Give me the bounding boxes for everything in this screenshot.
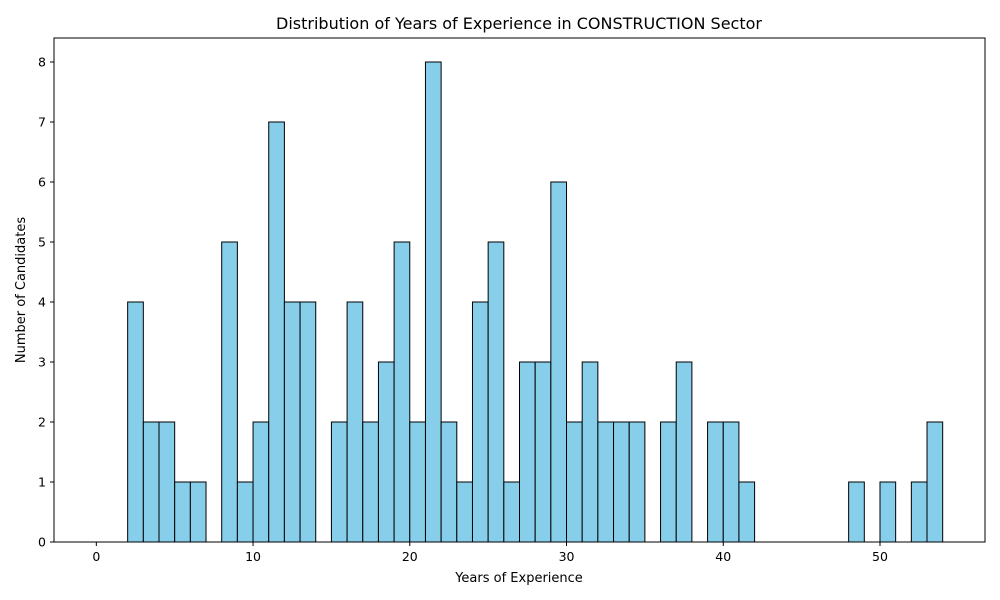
histogram-bar — [566, 421, 583, 543]
histogram-bar — [393, 241, 411, 543]
histogram-bar — [503, 481, 520, 543]
histogram-bar — [597, 421, 615, 543]
histogram-bar — [440, 421, 458, 543]
x-axis: 0 10 20 30 40 50 — [92, 542, 888, 564]
y-tick-label: 4 — [38, 295, 46, 310]
histogram-bar — [142, 421, 160, 543]
x-tick-label: 10 — [245, 549, 261, 564]
histogram-bar — [189, 481, 207, 543]
y-tick-label: 0 — [38, 535, 46, 550]
y-tick-label: 8 — [38, 55, 46, 70]
histogram-bar — [910, 481, 928, 543]
x-tick-label: 0 — [92, 549, 100, 564]
histogram-bar — [550, 181, 568, 543]
histogram-bar — [879, 481, 897, 543]
histogram-bar — [487, 241, 505, 543]
x-tick-label: 40 — [715, 549, 731, 564]
histogram-bar — [722, 421, 740, 543]
histogram-bar — [926, 421, 944, 543]
histogram-bar — [127, 301, 144, 543]
plot-area — [127, 61, 944, 543]
histogram-bar — [252, 421, 270, 543]
histogram-bar — [534, 361, 552, 543]
histogram-bar — [848, 481, 865, 543]
y-tick-label: 7 — [38, 115, 46, 130]
histogram-bar — [283, 301, 301, 543]
histogram-bar — [675, 361, 693, 543]
histogram-bar — [660, 421, 677, 543]
x-axis-label: Years of Experience — [454, 571, 583, 586]
histogram-bar — [221, 241, 238, 543]
histogram-bar — [707, 421, 724, 543]
x-tick-label: 50 — [872, 549, 888, 564]
histogram-bar — [362, 421, 379, 543]
chart-title: Distribution of Years of Experience in C… — [276, 14, 762, 33]
y-tick-label: 6 — [38, 175, 46, 190]
x-tick-label: 30 — [559, 549, 575, 564]
histogram-bar — [377, 361, 395, 543]
histogram-bar — [519, 361, 536, 543]
plot-frame — [53, 37, 986, 543]
histogram-bar — [236, 481, 254, 543]
y-tick-label: 1 — [38, 475, 46, 490]
histogram-bar — [581, 361, 599, 543]
y-tick-label: 3 — [38, 355, 46, 370]
histogram-bar — [738, 481, 756, 543]
histogram-bar — [456, 481, 473, 543]
histogram-bar — [174, 481, 191, 543]
x-tick-label: 20 — [402, 549, 418, 564]
histogram-bar — [409, 421, 426, 543]
y-axis-label: Number of Candidates — [14, 217, 29, 363]
histogram-bar — [158, 421, 176, 543]
histogram-bar — [471, 301, 489, 543]
histogram-bar — [268, 121, 285, 543]
y-axis: 0 1 2 3 4 5 6 7 8 — [38, 55, 54, 550]
histogram-bar — [628, 421, 646, 543]
histogram-bar — [330, 421, 348, 543]
histogram-bar — [613, 421, 630, 543]
histogram-bar — [299, 301, 317, 543]
histogram-bar — [424, 61, 442, 543]
y-tick-label: 2 — [38, 415, 46, 430]
histogram-bar — [346, 301, 364, 543]
y-tick-label: 5 — [38, 235, 46, 250]
